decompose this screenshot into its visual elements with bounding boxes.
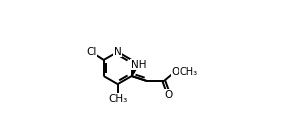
Text: CH₃: CH₃: [180, 67, 198, 77]
Text: O: O: [165, 90, 173, 100]
Text: Cl: Cl: [87, 47, 97, 57]
Text: O: O: [171, 67, 179, 77]
Text: CH₃: CH₃: [108, 94, 127, 104]
Text: NH: NH: [131, 60, 146, 70]
Text: N: N: [114, 47, 121, 57]
